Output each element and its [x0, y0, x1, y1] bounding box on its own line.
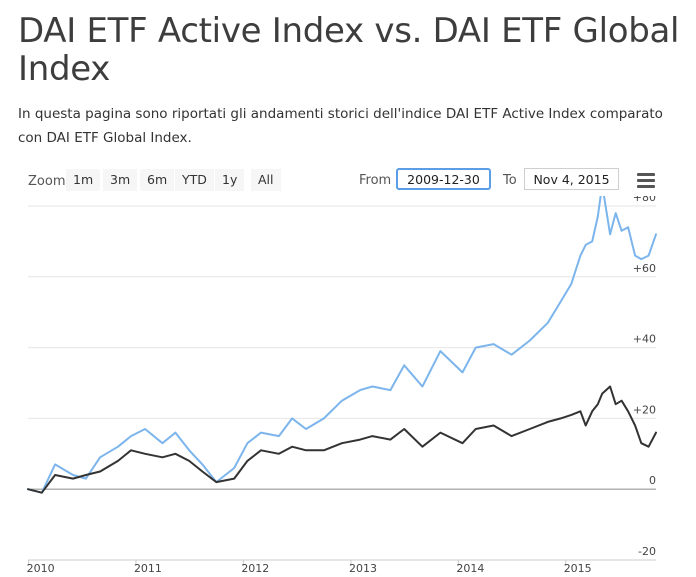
zoom-all-button[interactable]: All — [251, 169, 281, 191]
series-line-2 — [27, 385, 657, 494]
zoom-ytd-button[interactable]: YTD — [175, 169, 214, 191]
series-layer — [27, 196, 657, 494]
y-tick-label: +20 — [633, 403, 656, 416]
x-tick-label: 2013 — [349, 562, 377, 575]
zoom-label: Zoom — [28, 174, 66, 189]
x-tick-label: 2010 — [27, 562, 55, 575]
from-label: From — [359, 173, 392, 188]
series-line-1 — [27, 196, 657, 494]
page-intro: In questa pagina sono riportati gli anda… — [18, 106, 663, 146]
zoom-1y-button[interactable]: 1y — [215, 169, 245, 191]
x-tick-label: 2012 — [241, 562, 269, 575]
x-tick-label: 2015 — [564, 562, 592, 575]
x-tick-label: 2014 — [456, 562, 484, 575]
to-label: To — [503, 173, 517, 188]
y-tick-label: 0 — [649, 474, 656, 487]
y-tick-label: +80 — [633, 196, 656, 204]
zoom-3m-button[interactable]: 3m — [103, 169, 138, 191]
range-toolbar: Zoom 1m 3m 6m YTD 1y All From To — [0, 166, 696, 196]
line-chart: +80+60+40+200-20 2010 2011 2012 2013 2014 201… — [27, 196, 657, 575]
from-date-input[interactable] — [396, 168, 491, 190]
y-axis: +80 +60 +40 +20 0 -20 — [633, 196, 656, 558]
grid-layer — [28, 205, 656, 561]
zoom-6m-button[interactable]: 6m — [140, 169, 175, 191]
x-tick-label: 2011 — [134, 562, 162, 575]
zoom-1m-button[interactable]: 1m — [66, 169, 101, 191]
to-date-input[interactable] — [524, 168, 619, 190]
y-tick-label: +40 — [633, 333, 656, 346]
y-tick-label: -20 — [638, 545, 656, 558]
x-axis: 2010 2011 2012 2013 2014 2015 — [27, 559, 656, 575]
hamburger-menu-icon[interactable] — [637, 173, 655, 189]
y-tick-label: +60 — [633, 262, 656, 275]
page-title: DAI ETF Active Index vs. DAI ETF Global … — [18, 11, 680, 89]
